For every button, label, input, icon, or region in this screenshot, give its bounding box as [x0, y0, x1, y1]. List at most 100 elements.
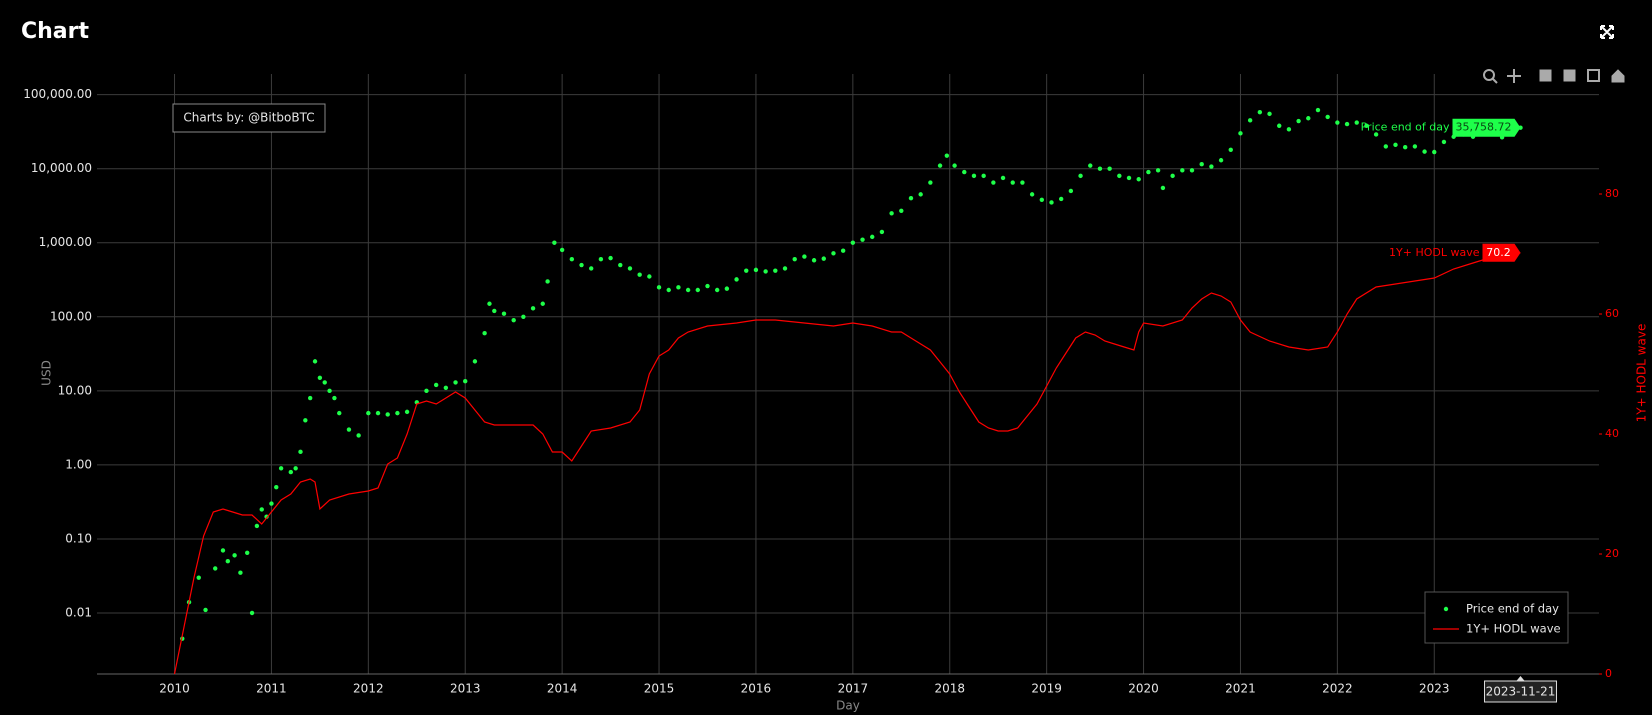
price-point [1306, 116, 1311, 121]
autoscale-button[interactable] [1587, 69, 1600, 82]
price-point [569, 256, 575, 262]
y2-axis-title: 1Y+ HODL wave [1635, 324, 1649, 423]
price-point [1286, 127, 1292, 132]
x-tick-label: 2010 [159, 682, 190, 696]
price-point [232, 553, 237, 558]
legend-marker [1443, 606, 1449, 612]
price-point [366, 410, 371, 416]
price-point [424, 388, 429, 394]
x-tick-label: 2017 [838, 682, 869, 696]
hodl-line [173, 252, 1521, 674]
price-point [744, 268, 749, 273]
price-point [530, 306, 536, 311]
price-point [918, 192, 923, 197]
price-point [552, 240, 557, 245]
price-point [1393, 142, 1398, 148]
zoom-out-button[interactable] [1563, 69, 1576, 82]
price-point [1354, 120, 1359, 125]
price-point [395, 410, 400, 416]
y-tick-label: 0.01 [65, 605, 92, 619]
price-point [1383, 144, 1389, 149]
price-point [1049, 200, 1054, 205]
zoom-in-button[interactable] [1539, 69, 1552, 82]
zoom-tool[interactable] [1483, 69, 1498, 84]
price-point [753, 267, 759, 273]
price-point [225, 559, 231, 564]
price-point [1088, 163, 1093, 168]
price-point [463, 378, 468, 384]
price-point [521, 314, 526, 319]
price-point [705, 283, 710, 289]
price-point [773, 268, 778, 273]
y-tick-label: 0.10 [65, 531, 92, 545]
price-point [220, 548, 226, 553]
price-point [511, 317, 516, 323]
y-tick-label: 1,000.00 [39, 235, 92, 249]
price-point [1267, 111, 1272, 117]
y-tick-label: 100,000.00 [23, 87, 92, 101]
y2-tick-label: 60 [1605, 307, 1619, 320]
price-point [278, 466, 284, 471]
price-point [1296, 118, 1301, 124]
price-point [307, 395, 313, 401]
y2-tick-label: 20 [1605, 547, 1619, 560]
price-point [908, 195, 914, 201]
price-point [1422, 149, 1427, 154]
crosshair-date-box [1484, 680, 1558, 703]
price-point [385, 412, 390, 417]
end-value-box [1452, 118, 1521, 137]
reset-button[interactable] [1611, 69, 1625, 83]
price-point [196, 575, 201, 580]
price-point [1335, 120, 1340, 125]
price-point [312, 359, 318, 364]
price-point [608, 255, 613, 261]
price-point [899, 208, 904, 213]
end-value-box [1482, 243, 1521, 262]
price-point [1155, 168, 1161, 173]
price-point [1136, 177, 1141, 182]
price-point [1209, 164, 1214, 169]
price-point [545, 279, 550, 284]
price-point [238, 570, 243, 575]
price-point [254, 523, 260, 529]
price-point [213, 566, 218, 571]
price-point [821, 256, 826, 261]
price-point [1068, 188, 1074, 194]
price-point [1199, 161, 1204, 167]
price-point [870, 234, 875, 240]
price-point [492, 308, 497, 314]
price-point [1315, 107, 1321, 113]
price-point [203, 607, 208, 613]
price-point [971, 173, 977, 179]
x-tick-label: 2018 [934, 682, 965, 696]
price-point [627, 266, 633, 271]
fullscreen-button[interactable] [1600, 25, 1614, 39]
x-tick-label: 2015 [644, 682, 675, 696]
price-point [322, 380, 327, 385]
legend-label: 1Y+ HODL wave [1466, 622, 1561, 636]
pan-tool[interactable] [1507, 69, 1521, 83]
price-point [589, 266, 594, 271]
x-tick-label: 2020 [1128, 682, 1159, 696]
price-point [1441, 139, 1447, 145]
price-point [1029, 192, 1035, 197]
price-point [269, 501, 274, 506]
price-point [850, 240, 856, 245]
price-point [598, 256, 604, 262]
price-point [889, 211, 894, 216]
price-point [317, 375, 323, 381]
x-tick-label: 2013 [450, 682, 481, 696]
y2-tick-label: 40 [1605, 427, 1619, 440]
price-point [944, 153, 950, 158]
price-point [676, 285, 681, 290]
x-tick-label: 2021 [1225, 682, 1256, 696]
y-tick-label: 1.00 [65, 457, 92, 471]
price-point [1146, 169, 1151, 175]
price-point [1218, 158, 1224, 163]
price-point [327, 388, 332, 394]
price-point [1097, 166, 1103, 171]
price-point [1364, 123, 1369, 128]
price-point [860, 237, 865, 242]
price-point [245, 550, 250, 555]
